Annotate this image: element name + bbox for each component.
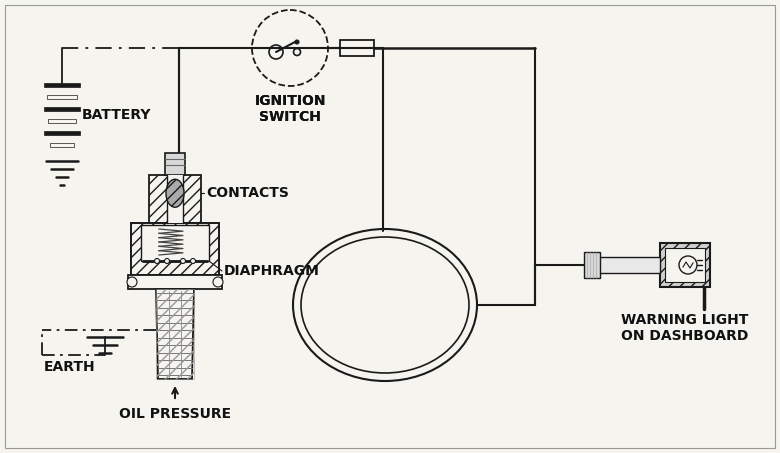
Bar [340,40,374,56]
Circle shape [295,40,299,44]
Circle shape [180,259,186,264]
Text: OIL PRESSURE: OIL PRESSURE [119,407,231,421]
Circle shape [679,256,697,274]
Text: EARTH: EARTH [44,360,96,374]
Bar [156,289,194,379]
Circle shape [165,259,169,264]
Text: BATTERY: BATTERY [82,108,151,122]
Text: DIAPHRAGM: DIAPHRAGM [224,264,320,278]
Ellipse shape [166,179,184,207]
Text: IGNITION
SWITCH: IGNITION SWITCH [254,94,326,124]
Bar [665,248,705,282]
Polygon shape [156,289,194,379]
Text: CONTACTS: CONTACTS [206,186,289,200]
Bar [128,275,222,289]
Text: WARNING LIGHT
ON DASHBOARD: WARNING LIGHT ON DASHBOARD [622,313,749,343]
Ellipse shape [293,229,477,381]
Bar [44,83,80,87]
Bar [584,252,600,278]
Text: IGNITION
SWITCH: IGNITION SWITCH [254,94,326,124]
Circle shape [213,277,223,287]
Circle shape [190,259,196,264]
Bar [660,243,710,287]
Ellipse shape [301,237,469,373]
Bar [44,131,80,135]
Circle shape [269,45,283,59]
Bar [47,95,77,99]
Bar [167,175,183,223]
Circle shape [127,277,137,287]
Bar [50,143,74,147]
Circle shape [293,48,300,56]
Circle shape [154,259,159,264]
Bar [149,175,201,223]
Ellipse shape [301,237,469,373]
Circle shape [252,10,328,86]
Bar [44,107,80,111]
Bar [165,153,185,175]
Bar [141,225,209,261]
Bar [131,223,219,275]
Bar [598,257,660,273]
Bar [48,119,76,123]
